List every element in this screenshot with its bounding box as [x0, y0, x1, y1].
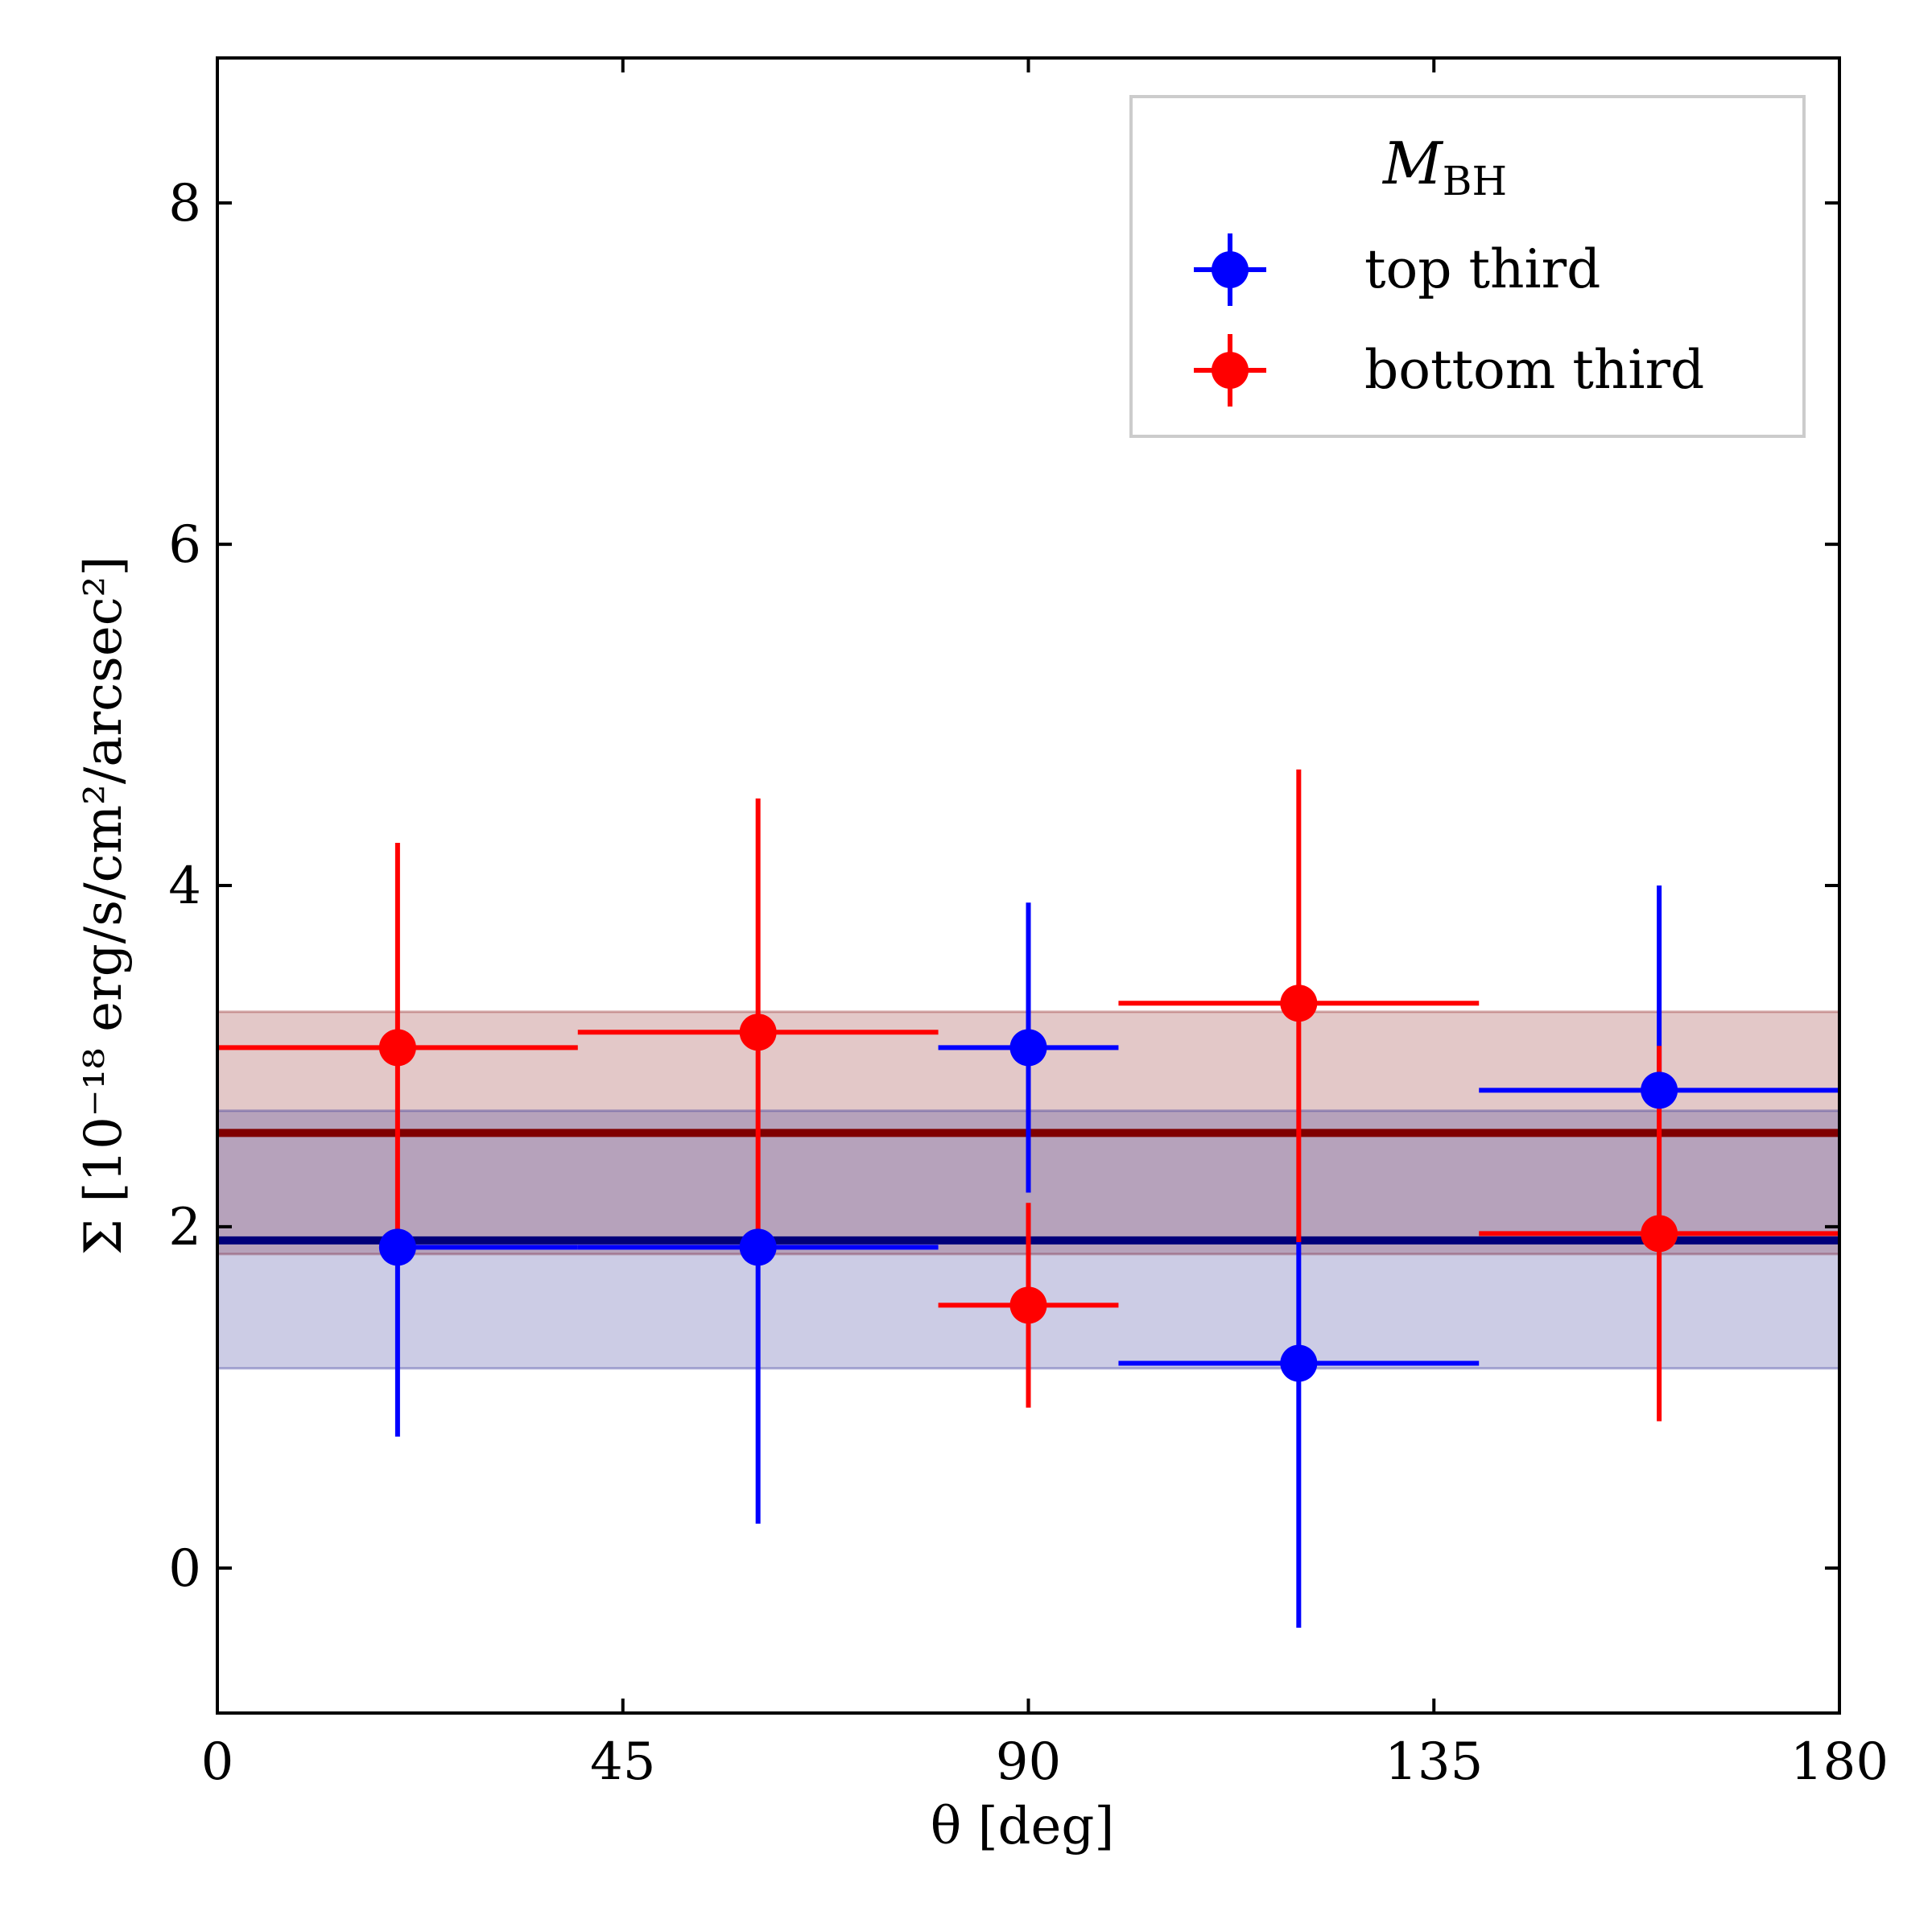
point-bottom-third-2 [1009, 1286, 1047, 1324]
legend-label-bottom-third: bottom third [1364, 339, 1704, 401]
legend-label-top-third: top third [1364, 238, 1600, 300]
y-tick-label: 0 [168, 1539, 201, 1599]
point-top-third-2 [1009, 1029, 1047, 1067]
x-tick-label: 90 [996, 1732, 1061, 1792]
point-bottom-third-0 [378, 1029, 416, 1067]
x-axis-label: θ [deg] [931, 1797, 1115, 1856]
axis-ticks [216, 58, 1841, 1713]
x-tick-label: 135 [1385, 1732, 1483, 1792]
data-points [378, 985, 1678, 1382]
y-tick-label: 2 [168, 1198, 201, 1257]
legend-title: MBH [1381, 130, 1507, 204]
legend-marker-bottom-third [1212, 352, 1249, 389]
point-top-third-1 [739, 1228, 777, 1266]
point-top-third-4 [1641, 1071, 1678, 1109]
point-top-third-3 [1280, 1344, 1318, 1382]
point-bottom-third-1 [739, 1013, 777, 1051]
y-tick-label: 8 [168, 174, 201, 233]
legend-entries: top third bottom third [1194, 233, 1704, 407]
point-top-third-0 [378, 1228, 416, 1266]
legend: MBH top third bottom third [1129, 95, 1806, 438]
x-tick-label: 180 [1790, 1732, 1889, 1792]
x-tick-label: 45 [590, 1732, 655, 1792]
point-bottom-third-3 [1280, 985, 1318, 1022]
y-tick-label: 4 [168, 857, 201, 916]
error-bars [217, 769, 1839, 1629]
legend-marker-top-third [1212, 251, 1249, 288]
y-axis-label: Σ [10⁻¹⁸ erg/s/cm²/arcsec²] [74, 556, 134, 1255]
x-tick-label: 0 [201, 1732, 234, 1792]
y-tick-label: 6 [168, 515, 201, 575]
tick-labels: 0 45 90 135 180 0 2 4 6 8 [168, 174, 1889, 1792]
point-bottom-third-4 [1641, 1215, 1678, 1253]
